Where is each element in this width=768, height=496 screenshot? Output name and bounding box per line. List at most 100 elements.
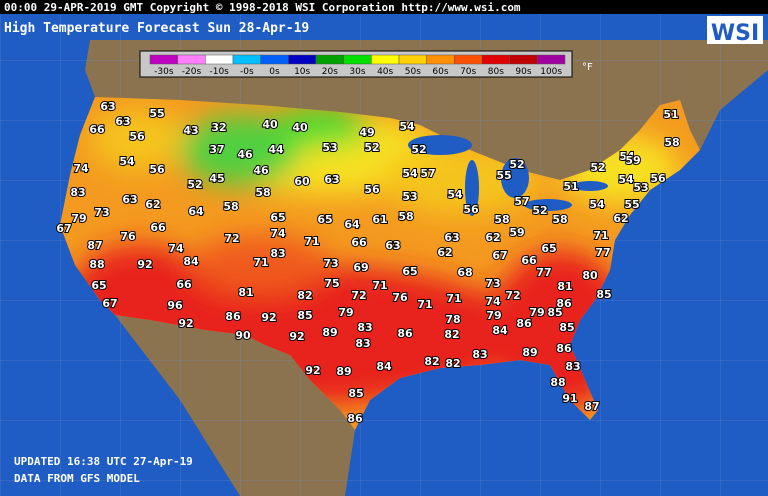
temperature: 85 (559, 321, 574, 334)
temperature: 74 (168, 242, 184, 255)
temperature: 65 (317, 213, 332, 226)
temperature: 85 (348, 387, 363, 400)
temperature: 89 (322, 326, 337, 339)
legend-swatch (537, 54, 566, 65)
legend-swatch (205, 54, 234, 65)
legend-swatch (426, 54, 455, 65)
temperature: 71 (417, 298, 432, 311)
temperature: 85 (547, 306, 562, 319)
logo: WSI (711, 21, 759, 46)
legend-label: 60s (432, 67, 448, 77)
temperature: 88 (550, 376, 565, 389)
temperature: 69 (353, 261, 368, 274)
legend-label: 20s (322, 67, 338, 77)
temperature: 52 (364, 141, 379, 154)
temperature: 66 (176, 278, 192, 291)
temperature: 57 (514, 195, 529, 208)
temperature: 51 (563, 180, 578, 193)
temperature: 81 (238, 286, 253, 299)
temperature: 61 (372, 213, 387, 226)
temperature: 62 (437, 246, 452, 259)
temperature: 40 (262, 118, 278, 131)
temperature: 52 (187, 178, 202, 191)
temperature: 63 (115, 115, 130, 128)
temperature: 52 (590, 161, 605, 174)
title: High Temperature Forecast Sun 28-Apr-19 (4, 21, 309, 36)
temperature: 92 (178, 317, 193, 330)
temperature: 74 (270, 227, 286, 240)
legend-label: -30s (154, 67, 174, 77)
temperature: 60 (294, 175, 310, 188)
temperature: 87 (584, 400, 599, 413)
temperature: 89 (336, 365, 351, 378)
temperature: 84 (376, 360, 392, 373)
temperature: 54 (447, 188, 463, 201)
temperature: 63 (100, 100, 115, 113)
temperature: 76 (120, 230, 136, 243)
temperature: 86 (347, 412, 363, 425)
temperature: 65 (541, 242, 556, 255)
temperature: 86 (556, 297, 572, 310)
temperature: 63 (324, 173, 339, 186)
temperature: 53 (322, 141, 337, 154)
temperature: 64 (344, 218, 360, 231)
temperature: 80 (582, 269, 598, 282)
legend-swatch (454, 54, 483, 65)
temperature: 86 (225, 310, 241, 323)
temperature: 52 (509, 158, 524, 171)
temperature: 53 (633, 181, 648, 194)
temperature: 62 (145, 198, 160, 211)
temperature: 79 (486, 309, 501, 322)
temperature: 56 (463, 203, 479, 216)
temperature: 85 (596, 288, 611, 301)
temperature: 66 (351, 236, 367, 249)
legend-label: -10s (209, 67, 229, 77)
temperature: 56 (149, 163, 165, 176)
temperature: 32 (211, 121, 226, 134)
temperature: 92 (261, 311, 276, 324)
temperature: 56 (650, 172, 666, 185)
temperature: 57 (420, 167, 435, 180)
temperature: 40 (292, 121, 308, 134)
temperature: 54 (399, 120, 415, 133)
temperature: 73 (323, 257, 338, 270)
temperature: 58 (255, 186, 270, 199)
temperature: 72 (505, 289, 520, 302)
temperature: 58 (552, 213, 567, 226)
temperature: 63 (122, 193, 137, 206)
temperature: 71 (593, 229, 608, 242)
temperature: 53 (402, 190, 417, 203)
temperature: 43 (183, 124, 198, 137)
temperature: 58 (223, 200, 238, 213)
temperature: 81 (557, 280, 572, 293)
temperature: 76 (392, 291, 408, 304)
temperature: 82 (444, 328, 459, 341)
legend-label: 30s (349, 67, 365, 77)
header-text: 00:00 29-APR-2019 GMT Copyright © 1998-2… (4, 1, 521, 14)
temperature: 65 (402, 265, 417, 278)
temperature: 83 (565, 360, 580, 373)
legend-swatch (177, 54, 206, 65)
temperature: 84 (183, 255, 199, 268)
temperature: 74 (73, 162, 89, 175)
temperature: 82 (445, 357, 460, 370)
temperature: 59 (509, 226, 524, 239)
temperature: 79 (338, 306, 353, 319)
temperature: 92 (137, 258, 152, 271)
temperature: 72 (224, 232, 239, 245)
temperature: 52 (411, 143, 426, 156)
temperature: 55 (624, 198, 639, 211)
legend-label: 0s (269, 67, 280, 77)
temperature: 78 (445, 313, 460, 326)
temperature: 83 (357, 321, 372, 334)
temperature: 37 (209, 143, 224, 156)
temperature: 58 (664, 136, 679, 149)
temperature: 66 (521, 254, 537, 267)
legend-label: 70s (460, 67, 476, 77)
temperature: 66 (89, 123, 105, 136)
temperature: 54 (618, 173, 634, 186)
legend-label: -20s (182, 67, 202, 77)
temperature: 46 (237, 148, 253, 161)
